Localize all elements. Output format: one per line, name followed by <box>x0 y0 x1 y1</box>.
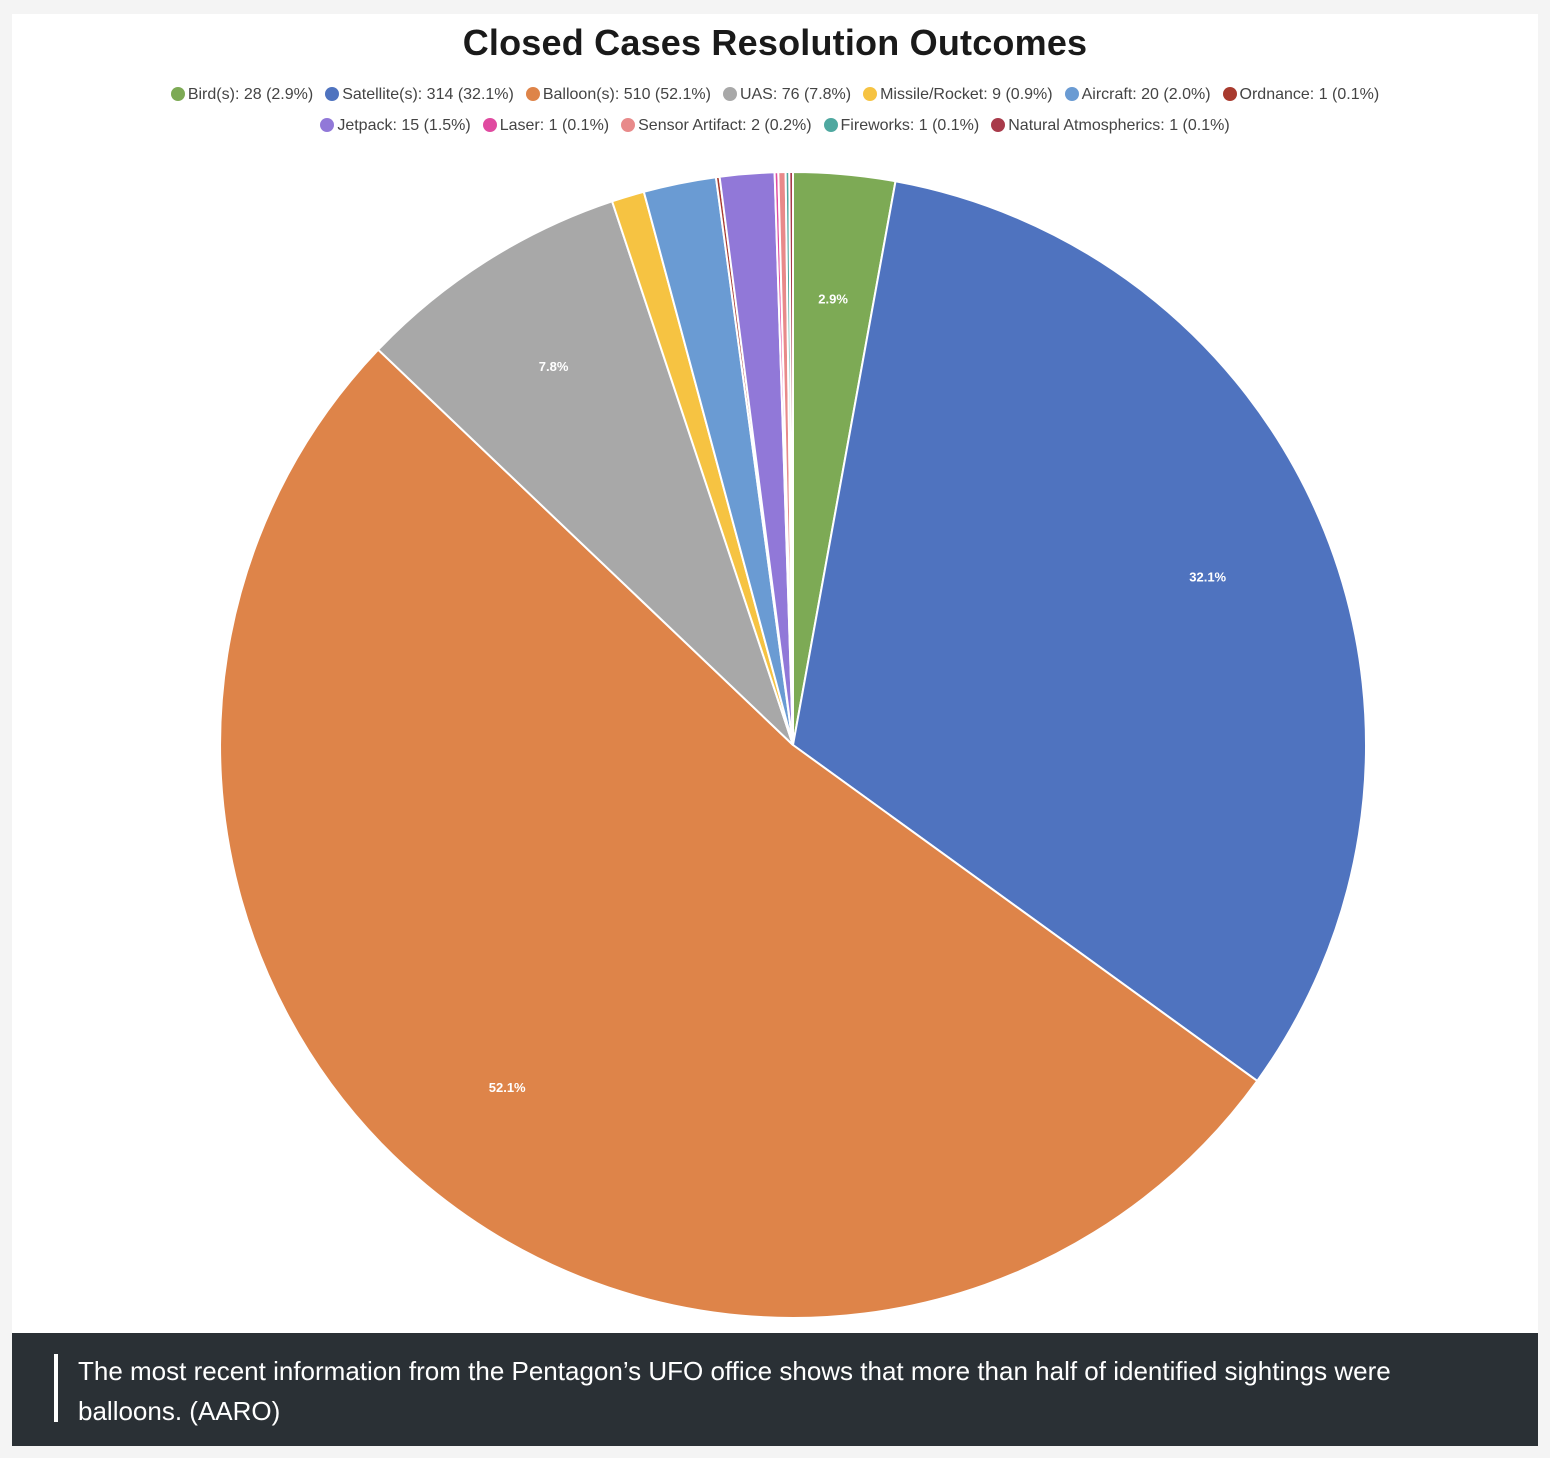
legend-item[interactable]: Missile/Rocket: 9 (0.9%) <box>863 86 1053 104</box>
slice-label: 7.8% <box>539 359 569 374</box>
legend-label: Aircraft: 20 (2.0%) <box>1081 86 1211 103</box>
legend-label: Sensor Artifact: 2 (0.2%) <box>638 117 812 134</box>
legend-swatch <box>1064 87 1079 101</box>
legend-item[interactable]: Satellite(s): 314 (32.1%) <box>325 86 514 104</box>
legend-label: UAS: 76 (7.8%) <box>739 86 852 103</box>
legend-label: Missile/Rocket: 9 (0.9%) <box>880 86 1053 103</box>
caption-text: The most recent information from the Pen… <box>78 1356 1391 1426</box>
legend-label: Bird(s): 28 (2.9%) <box>187 86 314 103</box>
legend-item[interactable]: Natural Atmospherics: 1 (0.1%) <box>991 117 1230 135</box>
pie-slice[interactable] <box>791 180 1368 1083</box>
legend-item[interactable]: Laser: 1 (0.1%) <box>482 117 610 135</box>
slice-label: 2.9% <box>818 291 848 306</box>
legend-item[interactable]: Aircraft: 20 (2.0%) <box>1064 86 1211 104</box>
legend-item[interactable]: Fireworks: 1 (0.1%) <box>823 117 980 135</box>
legend-row-1: Bird(s): 28 (2.9%) Satellite(s): 314 (32.… <box>12 86 1538 104</box>
legend-label: Balloon(s): 510 (52.1%) <box>542 86 711 103</box>
legend-swatch <box>991 118 1006 132</box>
chart-title: Closed Cases Resolution Outcomes <box>462 22 1088 63</box>
pie-slice[interactable] <box>219 348 1259 1319</box>
legend-item[interactable]: Balloon(s): 510 (52.1%) <box>525 86 711 104</box>
legend-swatch <box>325 87 340 101</box>
legend-swatch <box>525 87 540 101</box>
legend-item[interactable]: Jetpack: 15 (1.5%) <box>320 117 471 135</box>
legend-swatch <box>823 118 838 132</box>
legend-item[interactable]: Ordnance: 1 (0.1%) <box>1222 86 1380 104</box>
caption-accent-bar <box>54 1354 58 1422</box>
legend-swatch <box>170 87 185 101</box>
chart-area: Closed Cases Resolution Outcomes Bird(s)… <box>12 14 1538 1332</box>
legend-swatch <box>621 118 636 132</box>
legend-swatch <box>722 87 737 101</box>
legend-swatch <box>320 118 335 132</box>
legend-swatch <box>863 87 878 101</box>
pie-chart: 2.9% 32.1% 52.1% 7.8% <box>219 170 1368 1319</box>
legend-row-2: Jetpack: 15 (1.5%) Laser: 1 (0.1%) Sensor … <box>12 117 1538 135</box>
legend-swatch <box>482 118 497 132</box>
legend-swatch <box>1222 87 1237 101</box>
caption: The most recent information from the Pen… <box>12 1333 1538 1446</box>
legend-label: Fireworks: 1 (0.1%) <box>840 117 980 134</box>
legend-label: Jetpack: 15 (1.5%) <box>337 117 471 134</box>
legend-label: Laser: 1 (0.1%) <box>499 117 610 134</box>
legend-label: Satellite(s): 314 (32.1%) <box>342 86 514 103</box>
figure: Closed Cases Resolution Outcomes Bird(s)… <box>12 14 1538 1446</box>
pie-slice[interactable] <box>376 200 794 746</box>
legend-label: Natural Atmospherics: 1 (0.1%) <box>1008 117 1230 134</box>
legend-item[interactable]: UAS: 76 (7.8%) <box>722 86 852 104</box>
legend-item[interactable]: Sensor Artifact: 2 (0.2%) <box>621 117 812 135</box>
slice-label: 52.1% <box>489 1080 526 1095</box>
legend-label: Ordnance: 1 (0.1%) <box>1239 86 1380 103</box>
slice-label: 32.1% <box>1189 570 1226 585</box>
legend-item[interactable]: Bird(s): 28 (2.9%) <box>170 86 314 104</box>
pie-slice[interactable] <box>788 170 794 746</box>
